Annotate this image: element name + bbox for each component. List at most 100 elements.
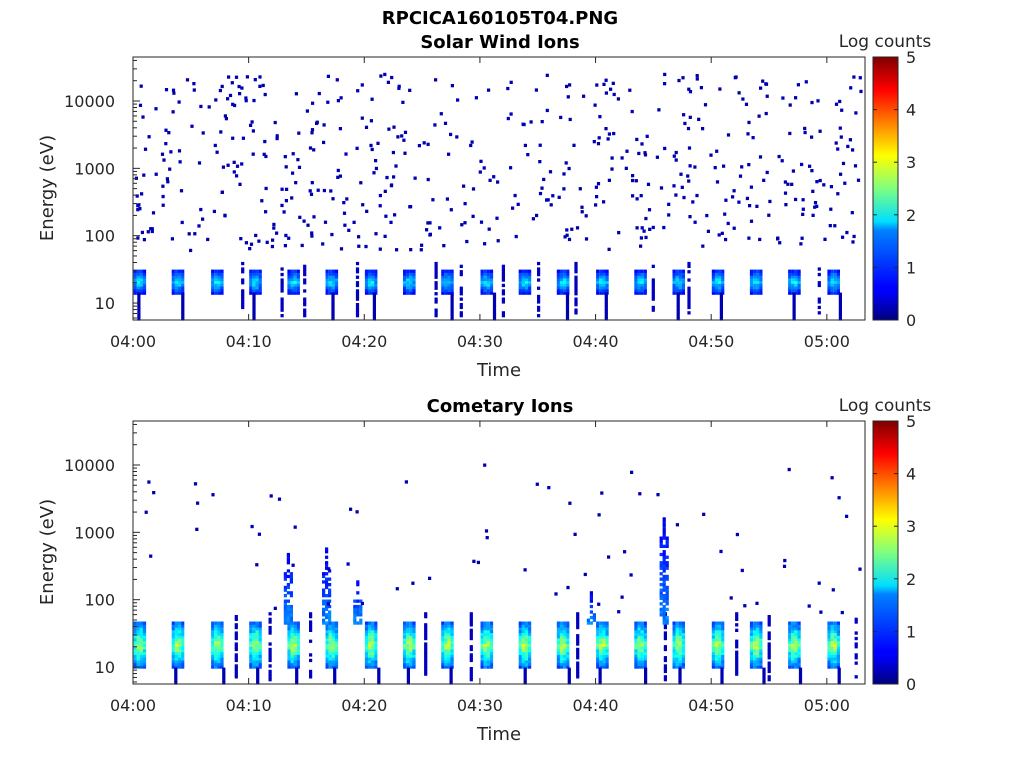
- heatmap-cell: [598, 673, 602, 677]
- heatmap-cell: [187, 232, 191, 236]
- heatmap-cell: [214, 635, 218, 639]
- heatmap-cell: [322, 588, 326, 592]
- heatmap-cell: [290, 629, 294, 634]
- heatmap-cell: [483, 291, 487, 295]
- heatmap-cell: [598, 681, 602, 685]
- heatmap-cell: [718, 621, 722, 625]
- heatmap-cell: [280, 283, 284, 288]
- heatmap-cell: [215, 150, 219, 154]
- heatmap-cell: [447, 665, 451, 669]
- heatmap-cell: [293, 646, 297, 650]
- heatmap-cell: [672, 288, 676, 293]
- heatmap-cell: [368, 283, 372, 287]
- heatmap-cell: [378, 247, 382, 251]
- heatmap-cell: [312, 148, 316, 152]
- heatmap-cell: [249, 272, 253, 276]
- heatmap-cell: [447, 638, 451, 642]
- heatmap-cell: [293, 286, 297, 290]
- heatmap-cell: [852, 234, 856, 239]
- heatmap-cell: [792, 295, 796, 299]
- heatmap-cell: [640, 629, 644, 634]
- heatmap-cell: [364, 635, 369, 639]
- heatmap-cell: [528, 635, 532, 639]
- heatmap-cell: [174, 638, 179, 642]
- heatmap-cell: [357, 244, 361, 248]
- heatmap-cell: [817, 300, 821, 304]
- heatmap-cell: [602, 646, 606, 650]
- heatmap-cell: [174, 643, 179, 647]
- heatmap-cell: [211, 632, 215, 636]
- heatmap-cell: [325, 561, 329, 565]
- heatmap-cell: [434, 270, 438, 274]
- heatmap-cell: [681, 280, 685, 284]
- heatmap-cell: [574, 281, 578, 285]
- heatmap-cell: [797, 291, 801, 295]
- heatmap-cell: [640, 286, 644, 290]
- heatmap-cell: [368, 624, 372, 628]
- heatmap-cell: [374, 665, 378, 669]
- heatmap-cell: [838, 126, 842, 130]
- heatmap-cell: [701, 244, 705, 248]
- heatmap-cell: [675, 657, 679, 661]
- heatmap-cell: [371, 624, 375, 628]
- heatmap-cell: [374, 657, 378, 661]
- heatmap-cell: [602, 288, 606, 293]
- heatmap-cell: [280, 300, 284, 304]
- heatmap-cell: [409, 269, 413, 273]
- heatmap-cell: [665, 544, 669, 548]
- heatmap-cell: [328, 621, 332, 625]
- heatmap-cell: [328, 275, 332, 279]
- heatmap-cell: [833, 638, 837, 642]
- heatmap-cell: [833, 277, 837, 282]
- heatmap-cell: [720, 675, 724, 680]
- heatmap-cell: [759, 632, 763, 636]
- heatmap-cell: [663, 146, 667, 151]
- heatmap-cell: [605, 657, 609, 661]
- heatmap-cell: [749, 286, 754, 290]
- heatmap-cell: [563, 643, 567, 647]
- heatmap-cell: [827, 291, 831, 295]
- heatmap-cell: [275, 231, 279, 235]
- heatmap-cell: [406, 646, 410, 650]
- heatmap-cell: [655, 155, 659, 159]
- heatmap-cell: [296, 648, 300, 653]
- heatmap-cell: [523, 678, 527, 682]
- heatmap-cell: [252, 295, 256, 299]
- heatmap-cell: [403, 288, 407, 293]
- heatmap-cell: [521, 659, 525, 664]
- heatmap-cell: [479, 220, 484, 224]
- heatmap-cell: [142, 272, 147, 276]
- heatmap-cell: [662, 531, 666, 535]
- heatmap-cell: [450, 635, 454, 639]
- heatmap-cell: [566, 275, 570, 279]
- heatmap-cell: [328, 640, 332, 644]
- heatmap-cell: [823, 237, 827, 241]
- heatmap-cell: [767, 667, 771, 671]
- heatmap-cell: [659, 594, 663, 598]
- heatmap-cell: [829, 185, 833, 189]
- figure-title: RPCICA160105T04.PNG: [382, 8, 618, 29]
- heatmap-cell: [406, 635, 410, 639]
- heatmap-cell: [211, 638, 215, 642]
- heatmap-cell: [374, 621, 378, 625]
- heatmap-cell: [538, 143, 542, 147]
- heatmap-cell: [217, 657, 221, 661]
- heatmap-cell: [444, 275, 448, 279]
- heatmap-cell: [643, 153, 648, 157]
- heatmap-cell: [836, 286, 840, 290]
- heatmap-cell: [731, 195, 735, 199]
- heatmap-cell: [644, 673, 648, 677]
- heatmap-cell: [599, 646, 603, 650]
- heatmap-cell: [518, 280, 522, 284]
- heatmap-cell: [409, 205, 413, 209]
- heatmap-cell: [142, 624, 147, 628]
- heatmap-cell: [409, 272, 413, 276]
- heatmap-cell: [406, 662, 410, 666]
- heatmap-cell: [306, 223, 310, 227]
- heatmap-cell: [268, 628, 272, 632]
- heatmap-cell: [214, 638, 218, 642]
- heatmap-cell: [255, 275, 259, 279]
- heatmap-cell: [756, 272, 760, 276]
- heatmap-cell: [714, 651, 719, 655]
- heatmap-cell: [537, 308, 541, 312]
